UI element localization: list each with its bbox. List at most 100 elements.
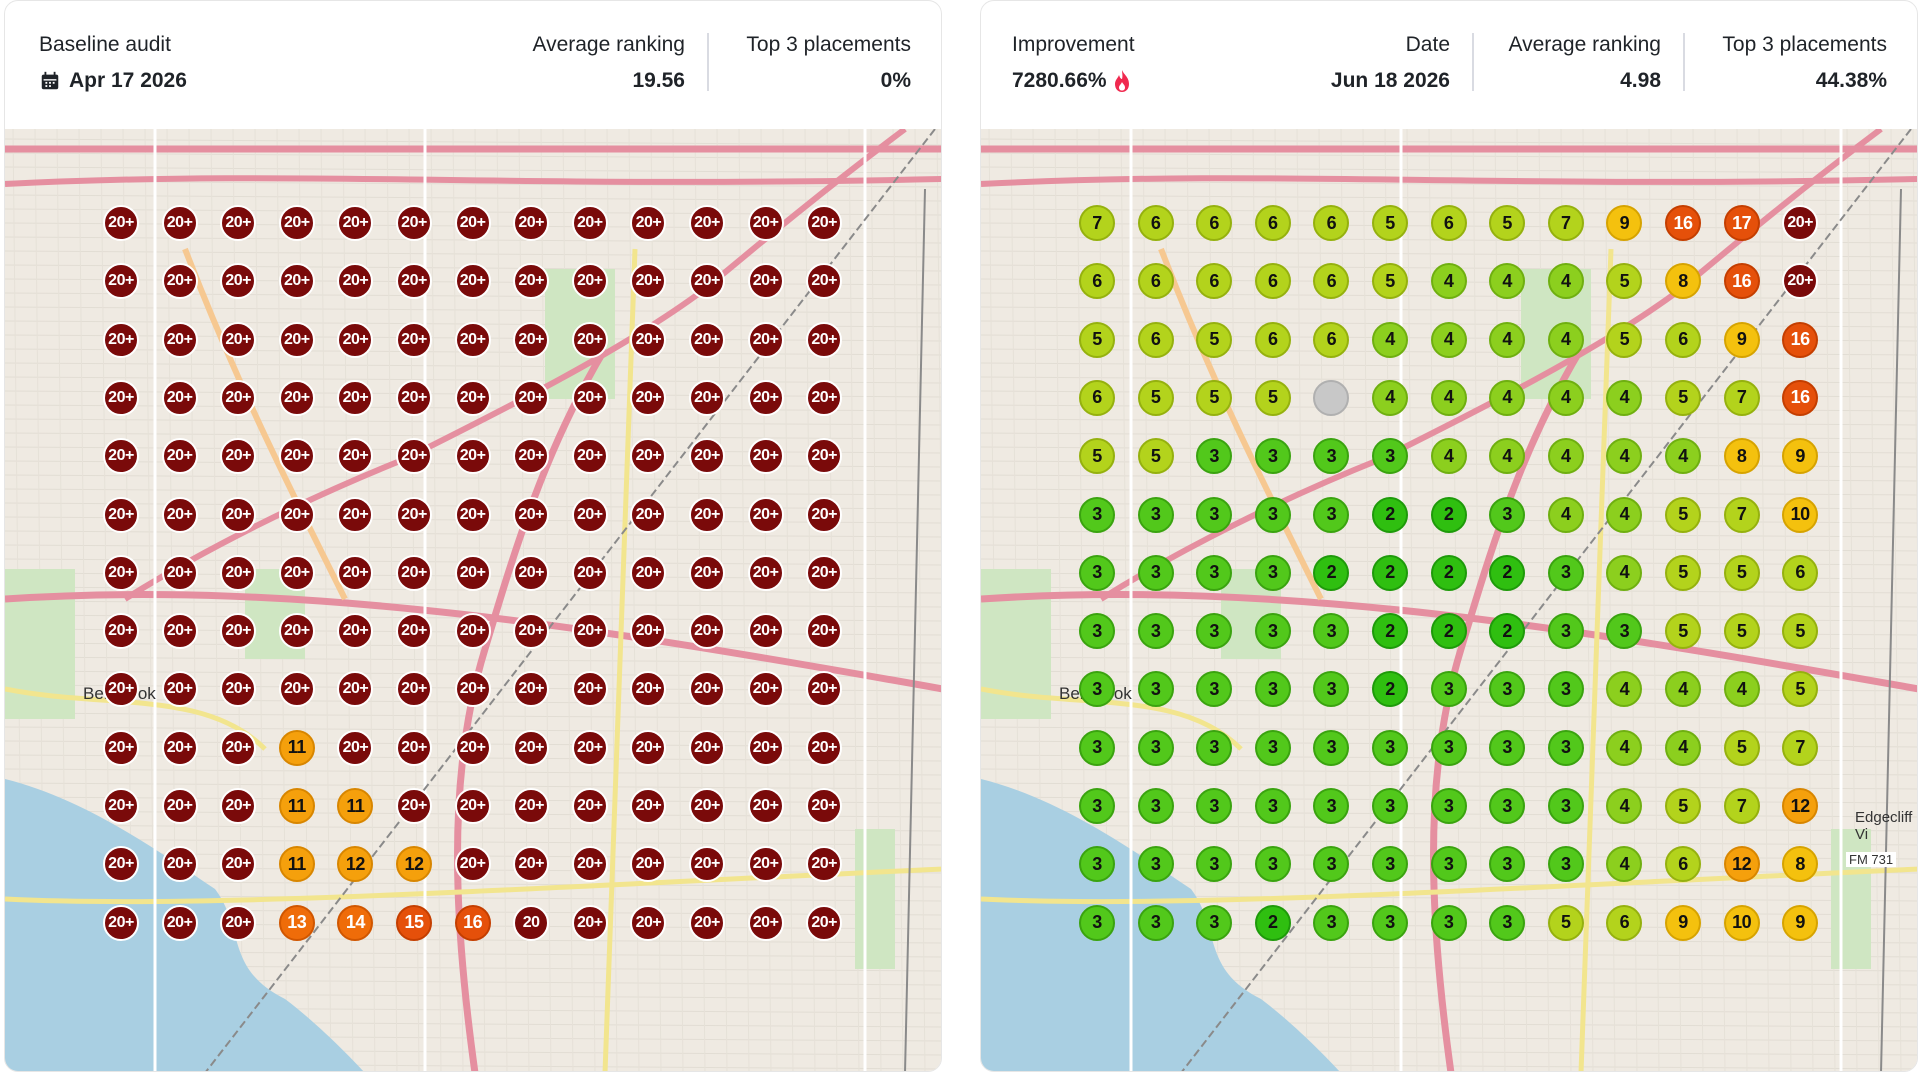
rank-pin[interactable]: 3 <box>1372 788 1408 824</box>
rank-pin[interactable]: 20+ <box>513 438 550 475</box>
rank-pin[interactable]: 4 <box>1489 321 1526 358</box>
rank-pin[interactable]: 20+ <box>689 205 725 241</box>
rank-pin[interactable]: 14 <box>337 904 374 941</box>
rank-pin[interactable]: 3 <box>1430 788 1467 824</box>
rank-pin[interactable]: 20+ <box>103 438 139 475</box>
rank-pin[interactable]: 20+ <box>513 729 550 766</box>
rank-pin[interactable]: 20+ <box>689 379 725 416</box>
rank-pin[interactable]: 4 <box>1606 496 1643 533</box>
rank-pin[interactable]: 20+ <box>747 729 784 766</box>
rank-pin[interactable]: 4 <box>1430 321 1467 358</box>
rank-pin[interactable]: 3 <box>1079 671 1115 708</box>
rank-pin[interactable]: 20+ <box>630 729 667 766</box>
rank-pin[interactable]: 10 <box>1723 904 1760 941</box>
rank-pin[interactable]: 6 <box>1137 321 1174 358</box>
rank-pin[interactable]: 8 <box>1723 438 1760 475</box>
rank-pin[interactable]: 20+ <box>454 438 491 475</box>
rank-pin[interactable]: 3 <box>1137 554 1174 591</box>
rank-pin[interactable]: 20+ <box>571 321 608 358</box>
rank-pin[interactable]: 20+ <box>454 496 491 533</box>
rank-pin[interactable]: 2 <box>1430 554 1467 591</box>
rank-pin[interactable]: 11 <box>278 846 315 883</box>
rank-pin[interactable]: 5 <box>1079 438 1115 475</box>
rank-pin[interactable]: 20+ <box>689 671 725 708</box>
rank-pin[interactable]: 3 <box>1489 671 1526 708</box>
rank-pin[interactable]: 16 <box>1723 263 1760 300</box>
rank-pin[interactable]: 5 <box>1196 379 1233 416</box>
rank-pin[interactable]: 3 <box>1137 904 1174 941</box>
rank-pin[interactable]: 20+ <box>278 321 315 358</box>
rank-pin[interactable]: 3 <box>1137 496 1174 533</box>
rank-pin[interactable]: 20+ <box>454 613 491 650</box>
rank-pin[interactable]: 5 <box>1606 263 1643 300</box>
rank-pin[interactable]: 4 <box>1372 379 1408 416</box>
rank-pin[interactable]: 10 <box>1782 496 1819 533</box>
rank-pin[interactable]: 5 <box>1723 729 1760 766</box>
rank-pin[interactable]: 2 <box>1430 496 1467 533</box>
rank-pin[interactable]: 20+ <box>103 379 139 416</box>
rank-pin[interactable]: 20+ <box>630 671 667 708</box>
rank-pin[interactable]: 20+ <box>806 379 843 416</box>
rank-pin[interactable]: 20+ <box>630 321 667 358</box>
rank-pin[interactable]: 20+ <box>513 613 550 650</box>
rank-pin[interactable]: 20+ <box>806 904 843 941</box>
rank-pin[interactable]: 5 <box>1665 554 1701 591</box>
rank-pin[interactable]: 4 <box>1723 671 1760 708</box>
rank-pin[interactable]: 20+ <box>571 904 608 941</box>
rank-pin[interactable]: 4 <box>1606 788 1643 824</box>
rank-pin[interactable]: 20+ <box>396 379 432 416</box>
rank-pin[interactable]: 20+ <box>103 496 139 533</box>
rank-pin[interactable]: 20+ <box>747 613 784 650</box>
rank-pin[interactable]: 6 <box>1665 846 1701 883</box>
rank-pin[interactable]: 20+ <box>396 321 432 358</box>
rank-pin[interactable]: 2 <box>1372 671 1408 708</box>
rank-pin[interactable]: 3 <box>1313 846 1350 883</box>
rank-pin[interactable]: 5 <box>1782 671 1819 708</box>
rank-pin[interactable]: 20+ <box>571 554 608 591</box>
rank-pin[interactable]: 4 <box>1547 496 1584 533</box>
rank-pin[interactable]: 3 <box>1547 671 1584 708</box>
rank-pin[interactable]: 20+ <box>278 205 315 241</box>
rank-pin[interactable]: 20+ <box>161 671 198 708</box>
rank-pin[interactable]: 20+ <box>747 263 784 300</box>
rank-pin[interactable]: 20+ <box>806 263 843 300</box>
rank-pin[interactable]: 5 <box>1665 496 1701 533</box>
rank-pin[interactable]: 6 <box>1254 263 1291 300</box>
rank-pin[interactable]: 4 <box>1547 321 1584 358</box>
rank-pin[interactable]: 6 <box>1313 321 1350 358</box>
rank-pin[interactable]: 20+ <box>747 846 784 883</box>
rank-pin[interactable]: 3 <box>1254 554 1291 591</box>
rank-pin[interactable]: 20+ <box>103 729 139 766</box>
rank-pin[interactable]: 3 <box>1547 846 1584 883</box>
rank-pin[interactable]: 2 <box>1489 554 1526 591</box>
rank-pin[interactable]: 20+ <box>571 671 608 708</box>
rank-pin[interactable]: 3 <box>1430 846 1467 883</box>
rank-pin[interactable]: 20+ <box>1782 263 1819 300</box>
rank-pin[interactable]: 7 <box>1723 788 1760 824</box>
rank-pin[interactable]: 2 <box>1372 496 1408 533</box>
rank-pin[interactable]: 3 <box>1430 729 1467 766</box>
rank-pin[interactable]: 20+ <box>806 205 843 241</box>
rank-pin[interactable]: 20+ <box>220 904 257 941</box>
rank-pin[interactable]: 20+ <box>806 438 843 475</box>
rank-pin[interactable]: 20+ <box>747 379 784 416</box>
rank-pin[interactable]: 12 <box>1782 788 1819 824</box>
rank-pin[interactable]: 4 <box>1606 729 1643 766</box>
rank-pin[interactable]: 3 <box>1313 496 1350 533</box>
rank-pin[interactable]: 3 <box>1547 788 1584 824</box>
rank-pin[interactable]: 20+ <box>103 263 139 300</box>
rank-pin[interactable]: 4 <box>1547 263 1584 300</box>
rank-pin[interactable]: 20+ <box>454 554 491 591</box>
rank-pin[interactable]: 20+ <box>161 263 198 300</box>
rank-pin[interactable]: 5 <box>1723 554 1760 591</box>
rank-pin[interactable]: 5 <box>1665 613 1701 650</box>
rank-pin[interactable]: 20+ <box>689 496 725 533</box>
rank-pin[interactable]: 3 <box>1254 613 1291 650</box>
baseline-rank-map[interactable]: Benbrook20+20+20+20+20+20+20+20+20+20+20… <box>5 129 941 1071</box>
rank-pin[interactable]: 20+ <box>103 205 139 241</box>
rank-pin[interactable]: 3 <box>1606 613 1643 650</box>
rank-pin[interactable]: 4 <box>1606 379 1643 416</box>
rank-pin[interactable]: 4 <box>1547 379 1584 416</box>
rank-pin[interactable]: 20+ <box>337 263 374 300</box>
rank-pin[interactable]: 20+ <box>513 846 550 883</box>
